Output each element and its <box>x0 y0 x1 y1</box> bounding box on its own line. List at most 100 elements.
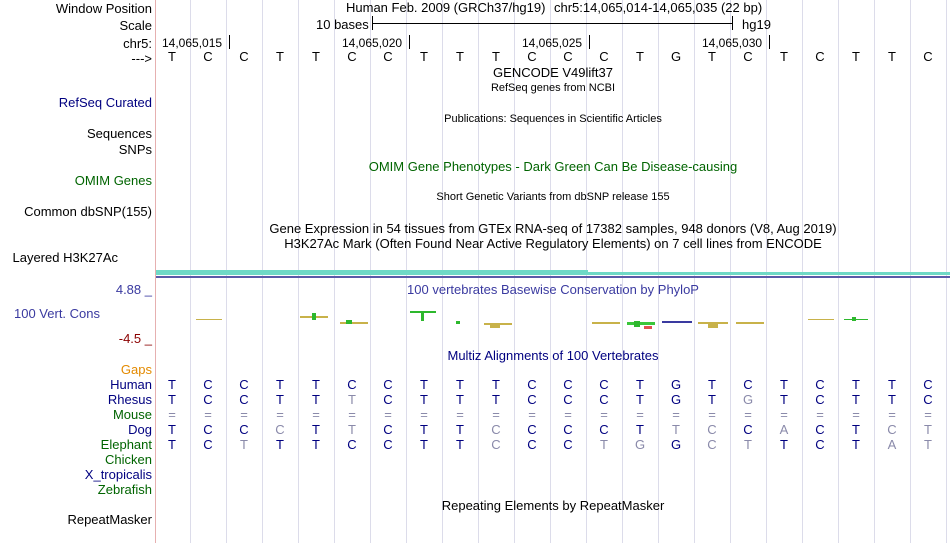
alignment-base-mouse: = <box>456 407 464 422</box>
phylop-score-mark <box>852 317 856 321</box>
alignment-base-mouse: = <box>420 407 428 422</box>
alignment-base-dog: T <box>924 422 932 437</box>
alignment-base-dog: C <box>491 422 501 437</box>
alignment-base-mouse: = <box>780 407 788 422</box>
sequence-base: C <box>347 49 357 64</box>
alignment-base-mouse: = <box>384 407 392 422</box>
phylop-score-mark <box>698 322 728 324</box>
alignment-base-dog: C <box>527 422 537 437</box>
alignment-base-elephant: C <box>815 437 825 452</box>
multiz-track-description: Multiz Alignments of 100 Vertebrates <box>447 348 659 363</box>
alignment-base-elephant: T <box>744 437 752 452</box>
track-label-dbsnp[interactable]: Common dbSNP(155) <box>24 204 152 219</box>
alignment-base-mouse: = <box>672 407 680 422</box>
alignment-base-elephant: T <box>420 437 428 452</box>
track-label-gaps[interactable]: Gaps <box>120 362 152 377</box>
ruler-tick-label: 14,065,020 <box>342 36 403 50</box>
sequence-base: C <box>527 49 537 64</box>
alignment-base-rhesus: T <box>780 392 788 407</box>
track-label-sequences[interactable]: Sequences <box>86 126 152 141</box>
alignment-base-human: T <box>168 377 176 392</box>
alignment-base-rhesus: C <box>563 392 573 407</box>
alignment-base-mouse: = <box>312 407 320 422</box>
alignment-base-rhesus: C <box>203 392 213 407</box>
gencode-track-title[interactable]: GENCODE V49lift37 <box>493 65 613 80</box>
alignment-base-human: T <box>852 377 860 392</box>
alignment-base-elephant: C <box>707 437 717 452</box>
alignment-base-elephant: C <box>527 437 537 452</box>
sequence-base: T <box>780 49 788 64</box>
alignment-base-elephant: C <box>347 437 357 452</box>
base-gridline <box>730 0 731 543</box>
phylop-ymin: -4.5 _ <box>118 331 152 346</box>
alignment-base-elephant: G <box>634 437 646 452</box>
base-gridline <box>658 0 659 543</box>
h3k27ac-signal-band <box>156 276 950 278</box>
alignment-base-mouse: = <box>492 407 500 422</box>
scale-bar <box>372 23 733 24</box>
h3k27ac-signal-band <box>156 270 588 275</box>
track-label-omim[interactable]: OMIM Genes <box>74 173 152 188</box>
phylop-score-mark <box>312 313 316 320</box>
ruler-tick <box>769 35 770 49</box>
alignment-base-elephant: T <box>276 437 284 452</box>
gtex-track-description: Gene Expression in 54 tissues from GTEx … <box>269 221 837 236</box>
scale-bar-right-cap <box>732 16 733 30</box>
alignment-base-human: C <box>527 377 537 392</box>
alignment-base-human: C <box>563 377 573 392</box>
sequence-base: T <box>312 49 320 64</box>
alignment-base-dog: C <box>599 422 609 437</box>
window-position-label: Window Position <box>55 1 152 16</box>
sequence-base: T <box>492 49 500 64</box>
alignment-base-elephant: C <box>491 437 501 452</box>
species-xtropicalis: X_tropicalis <box>84 467 152 482</box>
sequence-base: C <box>743 49 753 64</box>
phylop-score-mark <box>844 319 868 320</box>
alignment-base-dog: A <box>779 422 789 437</box>
alignment-base-mouse: = <box>744 407 752 422</box>
sequence-base: T <box>852 49 860 64</box>
alignment-base-mouse: = <box>636 407 644 422</box>
phylop-ymax: 4.88 _ <box>115 282 152 297</box>
sequence-base: C <box>923 49 933 64</box>
track-label-repeatmasker[interactable]: RepeatMasker <box>67 512 152 527</box>
alignment-base-dog: T <box>168 422 176 437</box>
alignment-base-dog: T <box>312 422 320 437</box>
alignment-base-rhesus: C <box>383 392 393 407</box>
alignment-base-dog: C <box>743 422 753 437</box>
alignment-base-human: T <box>456 377 464 392</box>
alignment-base-human: T <box>276 377 284 392</box>
alignment-base-elephant: T <box>456 437 464 452</box>
alignment-base-rhesus: T <box>168 392 176 407</box>
phylop-score-mark <box>662 321 692 323</box>
scale-text: 10 bases <box>316 17 369 32</box>
alignment-base-human: G <box>670 377 682 392</box>
alignment-base-mouse: = <box>888 407 896 422</box>
alignment-base-mouse: = <box>708 407 716 422</box>
phylop-score-mark <box>644 326 652 329</box>
omim-track-description: OMIM Gene Phenotypes - Dark Green Can Be… <box>368 159 738 174</box>
phylop-score-mark <box>490 324 500 328</box>
track-label-h3k27ac[interactable]: Layered H3K27Ac <box>12 250 118 265</box>
alignment-base-elephant: T <box>240 437 248 452</box>
alignment-base-human: C <box>815 377 825 392</box>
sequence-base: T <box>636 49 644 64</box>
alignment-base-elephant: C <box>203 437 213 452</box>
alignment-base-human: T <box>420 377 428 392</box>
track-label-vertcons[interactable]: 100 Vert. Cons <box>14 306 100 321</box>
alignment-base-elephant: A <box>887 437 897 452</box>
alignment-base-dog: T <box>636 422 644 437</box>
alignment-base-rhesus: T <box>276 392 284 407</box>
phylop-score-mark <box>456 321 460 324</box>
chrom-label: chr5: <box>123 36 152 51</box>
track-label-snps[interactable]: SNPs <box>118 142 152 157</box>
alignment-base-dog: T <box>456 422 464 437</box>
alignment-base-human: C <box>599 377 609 392</box>
species-mouse: Mouse <box>112 407 152 422</box>
track-label-refseq[interactable]: RefSeq Curated <box>58 95 152 110</box>
alignment-base-elephant: T <box>168 437 176 452</box>
alignment-base-dog: T <box>348 422 356 437</box>
phylop-score-mark <box>627 322 655 325</box>
strand-toggle[interactable]: ---> <box>131 51 152 66</box>
alignment-base-elephant: T <box>312 437 320 452</box>
